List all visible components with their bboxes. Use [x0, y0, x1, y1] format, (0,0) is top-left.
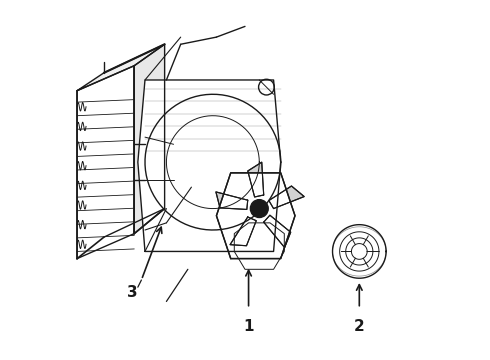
- Polygon shape: [269, 186, 304, 208]
- Circle shape: [250, 200, 268, 217]
- Polygon shape: [77, 66, 134, 258]
- Text: 1: 1: [244, 319, 254, 334]
- Polygon shape: [269, 186, 304, 208]
- Polygon shape: [264, 215, 291, 248]
- Polygon shape: [230, 217, 256, 246]
- Text: 2: 2: [354, 319, 365, 334]
- Text: 3: 3: [127, 285, 138, 300]
- Polygon shape: [216, 192, 248, 210]
- Polygon shape: [264, 215, 291, 248]
- Polygon shape: [138, 80, 281, 251]
- Polygon shape: [77, 44, 165, 91]
- Polygon shape: [216, 192, 248, 210]
- Polygon shape: [217, 173, 295, 258]
- Polygon shape: [248, 162, 264, 197]
- Polygon shape: [248, 162, 264, 197]
- Polygon shape: [230, 217, 256, 246]
- Polygon shape: [134, 44, 165, 234]
- Polygon shape: [217, 173, 295, 258]
